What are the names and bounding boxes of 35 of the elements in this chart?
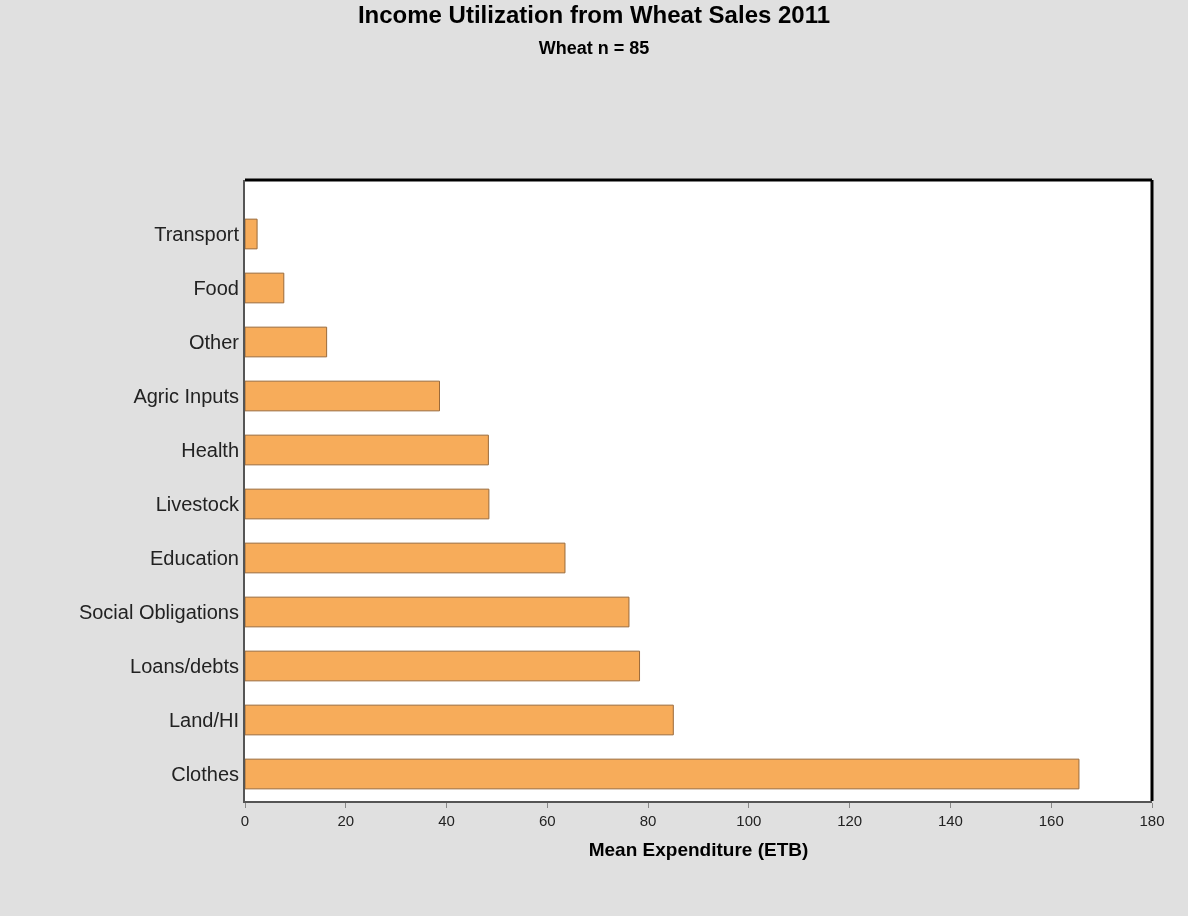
y-tick-label: Other — [188, 331, 240, 353]
y-tick-label: Livestock — [155, 493, 240, 515]
x-tick-label: 180 — [1139, 812, 1165, 829]
y-tick-label: Agric Inputs — [133, 385, 239, 407]
bar — [245, 434, 489, 466]
x-tick-label: 60 — [538, 812, 556, 829]
y-tick-label: Education — [150, 547, 239, 569]
x-tick-label: 100 — [736, 812, 762, 829]
x-tick-label: 40 — [438, 812, 455, 829]
chart-subtitle: Wheat n = 85 — [538, 38, 650, 59]
y-tick-label: Clothes — [171, 763, 239, 785]
bar — [245, 596, 630, 628]
y-tick-label: Health — [181, 439, 239, 461]
bar — [245, 326, 328, 358]
y-tick-label: Transport — [154, 223, 240, 245]
bar — [245, 488, 490, 520]
x-axis-title: Mean Expenditure (ETB) — [588, 839, 809, 861]
chart-title: Income Utilization from Wheat Sales 2011 — [357, 0, 831, 28]
x-tick-label: 120 — [837, 812, 863, 829]
y-tick-label: Land/HI — [168, 709, 239, 731]
x-tick-label: 80 — [639, 812, 657, 829]
x-tick-label: 140 — [937, 812, 963, 829]
y-tick-label: Social Obligations — [78, 601, 239, 623]
bar — [245, 218, 258, 250]
x-tick-label: 0 — [240, 812, 250, 829]
y-tick-label: Loans/debts — [130, 655, 239, 677]
bar — [245, 704, 674, 736]
x-tick-label: 160 — [1038, 812, 1064, 829]
bar — [245, 542, 566, 574]
bar — [245, 758, 1080, 790]
x-tick-label: 20 — [337, 812, 355, 829]
bar — [245, 650, 641, 682]
y-tick-label: Food — [193, 277, 239, 299]
bar — [245, 380, 440, 412]
bar — [245, 272, 285, 304]
